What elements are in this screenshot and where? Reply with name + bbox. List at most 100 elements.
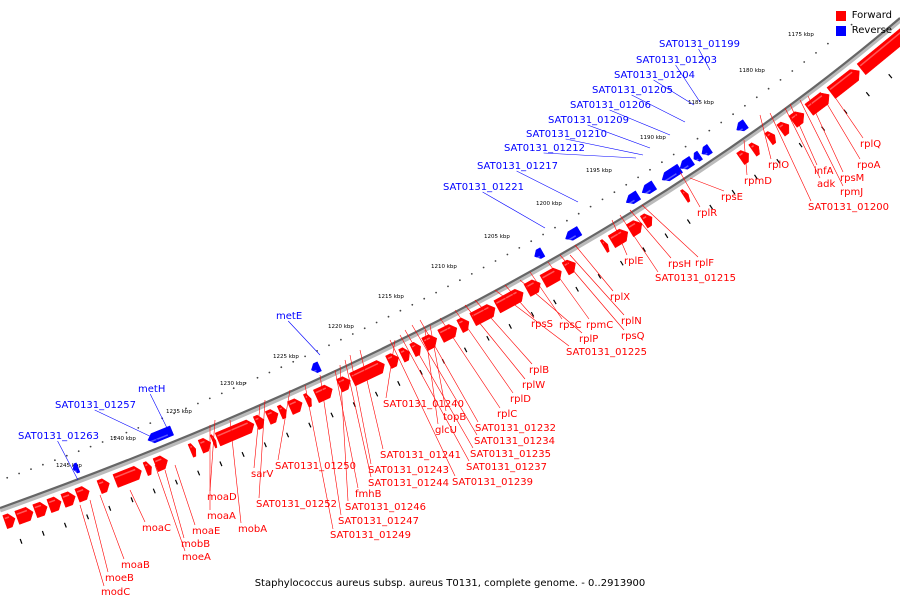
forward-gene-label: moaE xyxy=(192,526,220,537)
forward-gene-label: SAT0131_01239 xyxy=(452,477,533,488)
forward-gene-arrow xyxy=(457,318,469,333)
kbp-dot xyxy=(340,339,342,341)
kbp-dot xyxy=(257,377,259,379)
forward-gene-label: SAT0131_01200 xyxy=(808,202,889,213)
forward-gene-leader xyxy=(100,495,124,559)
forward-gene-arrow-shine xyxy=(280,408,282,409)
kbp-dot xyxy=(471,273,473,275)
forward-gene-arrow xyxy=(765,131,776,145)
reverse-genes xyxy=(73,120,748,474)
kbp-dot xyxy=(6,477,8,479)
forward-gene-arrow-shine xyxy=(603,242,604,243)
minor-tick xyxy=(576,287,579,291)
kbp-dot xyxy=(554,227,556,229)
forward-gene-label: rplO xyxy=(768,160,789,171)
minor-tick xyxy=(799,143,802,147)
minor-tick xyxy=(287,433,289,438)
minor-tick xyxy=(621,261,624,265)
reverse-gene-label: SAT0131_01257 xyxy=(55,400,136,411)
minor-tick xyxy=(331,413,333,418)
forward-gene-label: rplW xyxy=(522,380,545,391)
kbp-dot xyxy=(614,191,616,193)
kbp-dot xyxy=(708,130,710,132)
kbp-dot xyxy=(590,206,592,208)
forward-gene-arrow xyxy=(75,486,90,502)
forward-gene-arrow xyxy=(438,324,457,342)
forward-gene-label: glcU xyxy=(435,425,457,436)
forward-gene-label: SAT0131_01235 xyxy=(470,449,551,460)
reverse-gene-arrow xyxy=(566,226,583,240)
kbp-tick-label: 1185 kbp xyxy=(688,100,714,106)
forward-gene-arrow xyxy=(386,354,399,369)
kbp-dot xyxy=(827,43,829,45)
reverse-gene-arrow xyxy=(148,426,174,443)
forward-gene-label: SAT0131_01225 xyxy=(566,347,647,358)
forward-gene-leader xyxy=(642,205,698,257)
legend-reverse: Reverse xyxy=(836,23,892,38)
kbp-dot xyxy=(78,450,80,452)
forward-gene-label: SAT0131_01249 xyxy=(330,530,411,541)
forward-gene-label: SAT0131_01246 xyxy=(345,502,426,513)
minor-tick xyxy=(465,348,467,352)
forward-gene-arrow xyxy=(777,122,789,136)
forward-gene-arrow xyxy=(198,438,211,453)
kbp-dot xyxy=(352,333,354,335)
reverse-gene-label: SAT0131_01263 xyxy=(18,431,99,442)
forward-gene-leader xyxy=(90,500,108,572)
forward-gene-label: adk xyxy=(817,179,835,190)
kbp-dot xyxy=(530,240,532,242)
forward-gene-arrow-shine xyxy=(190,447,192,448)
reverse-gene-arrow xyxy=(662,164,683,181)
legend: Forward Reverse xyxy=(836,8,892,38)
kbp-dot xyxy=(720,122,722,124)
forward-gene-leader xyxy=(130,490,145,522)
kbp-dot xyxy=(447,286,449,288)
kbp-dot xyxy=(483,267,485,269)
kbp-dot xyxy=(233,387,235,389)
kbp-dot xyxy=(197,403,199,405)
forward-gene-arrow-shine xyxy=(145,465,147,466)
kbp-tick-label: 1235 kbp xyxy=(166,409,192,415)
forward-gene-arrow xyxy=(287,399,302,415)
kbp-dot xyxy=(542,234,544,236)
forward-gene-label: SAT0131_01252 xyxy=(256,499,337,510)
kbp-dot xyxy=(459,279,461,281)
kbp-dot xyxy=(661,161,663,163)
minor-tick xyxy=(220,462,222,467)
gene-labels: SAT0131_01199SAT0131_01203SAT0131_01204S… xyxy=(18,39,889,598)
kbp-dot xyxy=(30,468,32,470)
kbp-dot xyxy=(328,344,330,346)
forward-gene-label: rpoA xyxy=(857,160,881,171)
minor-tick xyxy=(87,515,89,520)
forward-gene-label: rplE xyxy=(624,256,644,267)
kbp-tick-label: 1180 kbp xyxy=(739,68,765,74)
reverse-gene-label: metH xyxy=(138,384,165,395)
minor-tick xyxy=(665,234,668,238)
forward-gene-leader xyxy=(690,178,724,191)
reverse-gene-label: SAT0131_01221 xyxy=(443,182,524,193)
forward-gene-label: rplB xyxy=(529,365,549,376)
kbp-dot xyxy=(292,361,294,363)
reverse-gene-label: SAT0131_01209 xyxy=(548,115,629,126)
forward-gene-arrow xyxy=(524,280,540,297)
forward-gene-leader xyxy=(495,290,569,346)
forward-gene-label: rplC xyxy=(497,409,517,420)
kbp-dot xyxy=(280,366,282,368)
forward-gene-arrow xyxy=(97,479,110,494)
forward-gene-label: SAT0131_01247 xyxy=(338,516,419,527)
kbp-dot xyxy=(400,310,402,312)
forward-gene-label: rplQ xyxy=(860,139,881,150)
forward-gene-label: moaC xyxy=(142,523,171,534)
minor-tick xyxy=(889,74,892,78)
minor-tick xyxy=(264,443,266,448)
reverse-gene-arrow-shine xyxy=(75,471,77,472)
kbp-tick-label: 1190 kbp xyxy=(640,135,666,141)
kbp-dot xyxy=(791,70,793,72)
reverse-gene-label: SAT0131_01212 xyxy=(504,143,585,154)
kbp-tick-label: 1210 kbp xyxy=(431,264,457,270)
forward-gene-arrow xyxy=(680,189,690,202)
forward-gene-arrow xyxy=(153,456,168,472)
forward-gene-arrow xyxy=(303,393,311,407)
forward-gene-label: rpsM xyxy=(840,173,864,184)
